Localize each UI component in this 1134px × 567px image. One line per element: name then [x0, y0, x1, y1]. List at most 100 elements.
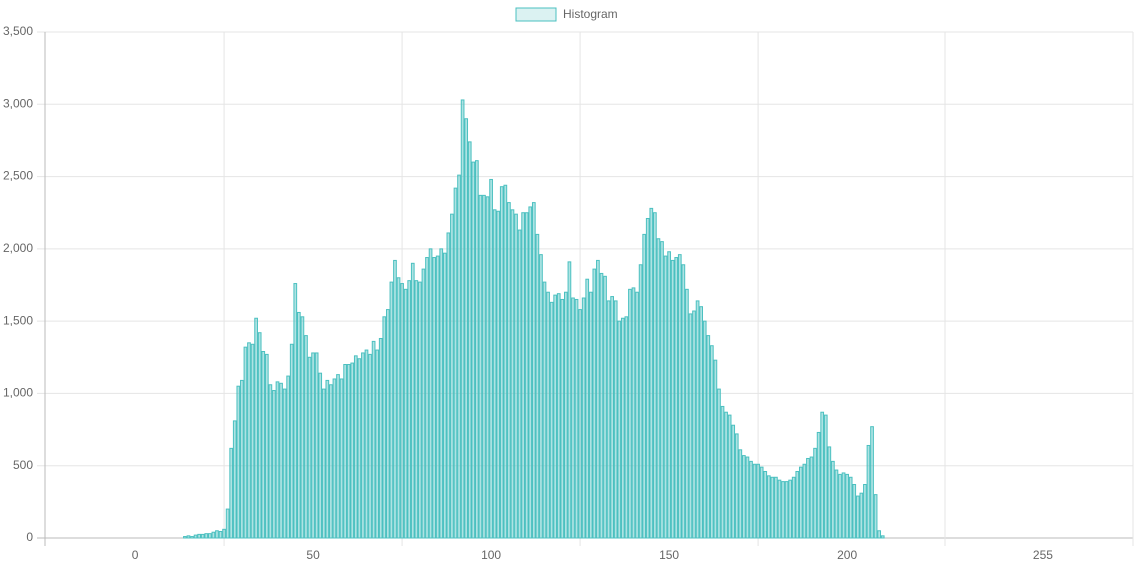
- bar: [478, 194, 483, 539]
- bar: [692, 310, 696, 539]
- bar: [834, 469, 839, 539]
- bar: [535, 233, 540, 539]
- bar: [578, 309, 582, 539]
- bar: [272, 390, 276, 539]
- bar: [300, 316, 305, 539]
- bar: [681, 264, 686, 539]
- bar: [407, 280, 412, 539]
- bar: [247, 342, 251, 539]
- bar: [560, 298, 565, 539]
- bar: [257, 332, 262, 539]
- bar: [528, 206, 533, 539]
- x-tick-label: 150: [659, 548, 679, 562]
- bar: [649, 207, 654, 539]
- bar: [713, 359, 718, 539]
- bar: [759, 466, 764, 539]
- bar: [393, 259, 397, 539]
- bar: [453, 187, 458, 539]
- bar: [243, 346, 248, 539]
- bar: [464, 118, 469, 539]
- x-tick-label: 255: [1033, 548, 1053, 562]
- bar: [304, 335, 308, 539]
- bar: [809, 456, 814, 539]
- bar: [688, 313, 693, 539]
- bar: [410, 262, 415, 539]
- bar: [610, 296, 614, 539]
- bar: [709, 345, 714, 539]
- bar: [531, 202, 536, 539]
- bar: [403, 288, 408, 539]
- bar: [546, 291, 550, 539]
- bar: [378, 337, 383, 539]
- bar: [870, 426, 874, 539]
- bar: [617, 320, 622, 539]
- bar: [756, 463, 760, 539]
- bar: [859, 492, 864, 539]
- bar: [806, 457, 810, 539]
- bar: [193, 534, 198, 539]
- bar: [279, 382, 283, 539]
- bar: [831, 460, 835, 539]
- bar: [660, 241, 664, 539]
- bar: [585, 278, 590, 539]
- bar: [877, 530, 882, 539]
- bar: [702, 320, 707, 539]
- bar: [827, 446, 832, 539]
- bar: [186, 535, 191, 539]
- bar: [289, 343, 294, 539]
- bar: [282, 388, 287, 539]
- bar: [446, 232, 451, 539]
- bar: [414, 280, 419, 539]
- bar: [204, 533, 209, 539]
- bar: [460, 99, 465, 539]
- bar: [706, 335, 711, 539]
- bar: [848, 476, 853, 539]
- bar: [638, 264, 643, 539]
- bar: [510, 209, 515, 539]
- bar: [425, 257, 429, 539]
- bar: [229, 447, 234, 539]
- bar: [841, 472, 846, 539]
- bar: [631, 287, 636, 539]
- bar: [724, 411, 728, 539]
- bar: [784, 481, 789, 539]
- bar: [389, 281, 394, 539]
- bar: [450, 213, 454, 539]
- bar: [268, 384, 273, 539]
- bar: [382, 316, 387, 539]
- bar: [685, 288, 689, 539]
- bar: [400, 283, 404, 539]
- bar: [742, 455, 746, 539]
- bar: [385, 309, 390, 539]
- bar: [264, 353, 269, 539]
- bar: [514, 213, 518, 539]
- y-tick-label: 1,000: [3, 386, 33, 400]
- bar: [435, 255, 440, 539]
- bar: [795, 470, 800, 539]
- bar: [496, 210, 501, 539]
- bar: [503, 184, 508, 539]
- bar: [539, 254, 543, 539]
- bar: [588, 291, 593, 539]
- bar: [699, 306, 703, 539]
- y-tick-label: 3,500: [3, 24, 33, 38]
- y-tick-label: 1,500: [3, 313, 33, 327]
- bar: [653, 212, 657, 539]
- bar: [542, 281, 547, 539]
- bar: [311, 352, 315, 539]
- bar: [521, 212, 525, 539]
- bar: [645, 217, 650, 539]
- bar: [200, 533, 205, 539]
- bar: [613, 300, 618, 539]
- bar: [798, 466, 803, 539]
- bar: [606, 300, 611, 539]
- bar: [663, 255, 668, 539]
- x-tick-label: 0: [132, 548, 139, 562]
- bar: [293, 283, 298, 539]
- bar: [727, 414, 732, 539]
- bar: [813, 447, 817, 539]
- bar: [635, 291, 639, 539]
- bar: [368, 353, 372, 539]
- bar: [275, 381, 280, 539]
- bar: [873, 494, 878, 539]
